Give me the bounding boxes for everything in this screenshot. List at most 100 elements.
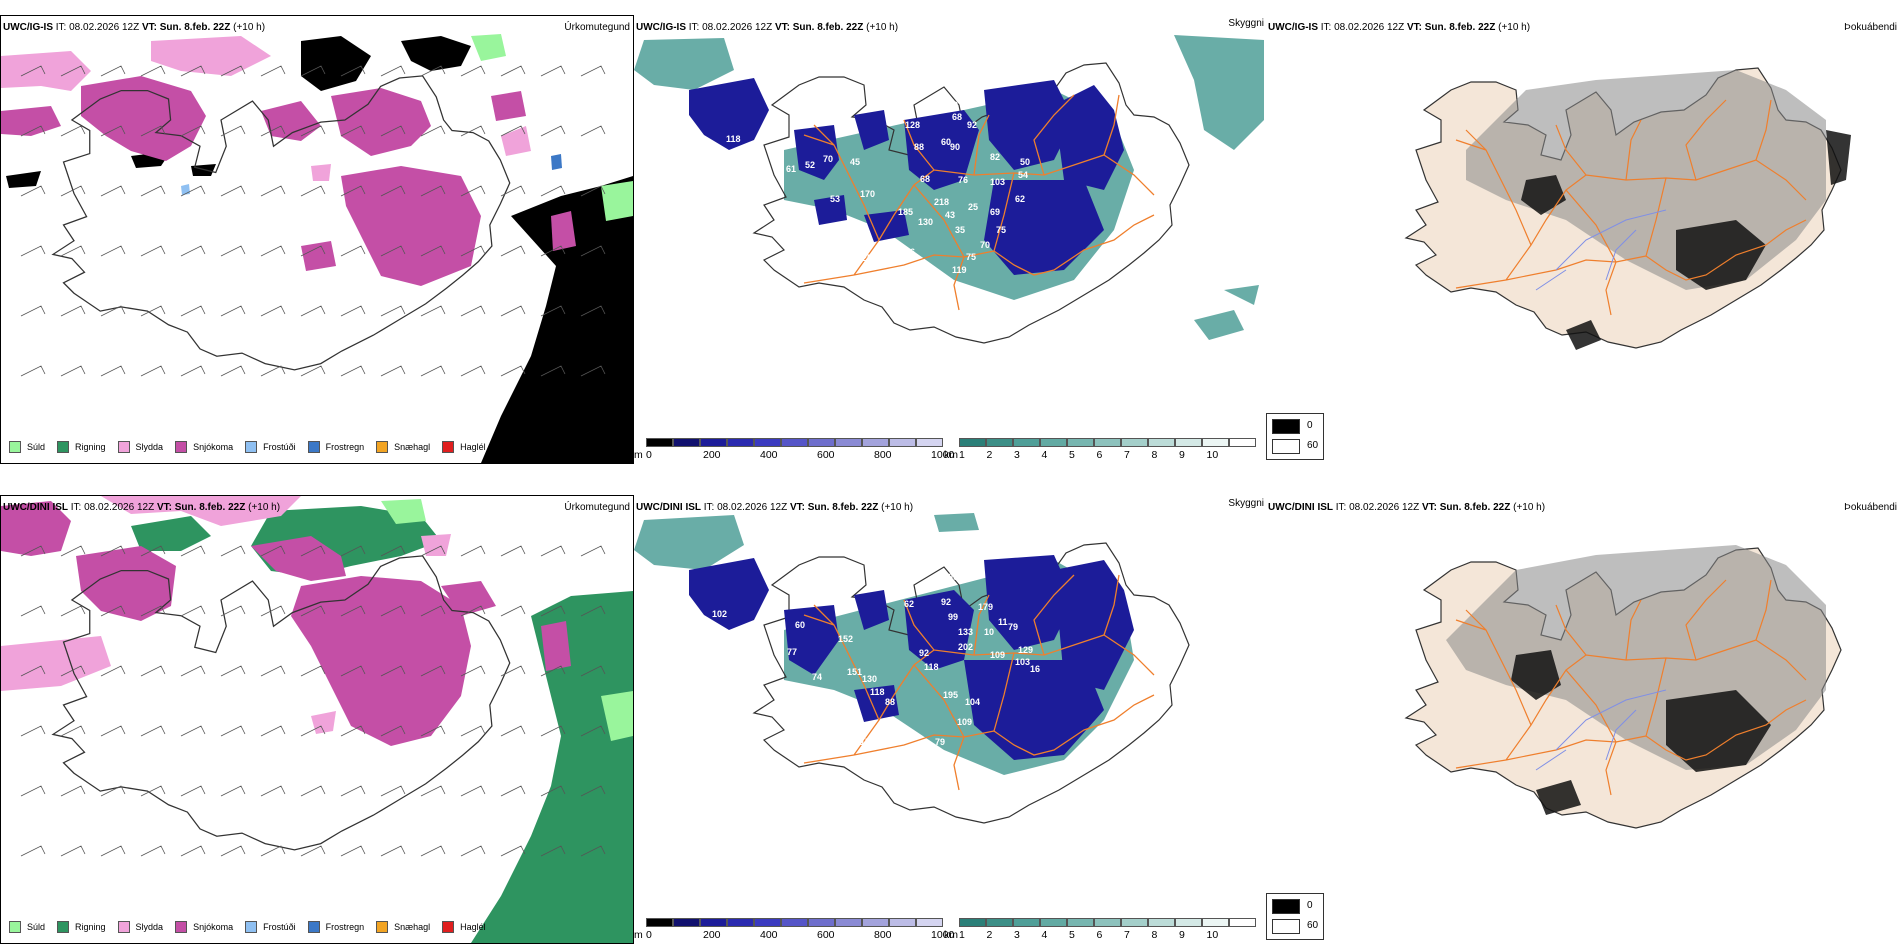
visibility-tick: 8 (1151, 449, 1158, 461)
ceiling-value-label: 89 (703, 172, 713, 182)
visibility-tick: 7 (1124, 929, 1130, 941)
legend-item: Frostúði (245, 921, 296, 933)
it-label: IT: (70, 502, 82, 513)
ceiling-value-label: 118 (924, 662, 939, 672)
visibility-segment (1175, 918, 1202, 927)
visibility-tick: 8 (1151, 929, 1158, 941)
ceiling-value-label: 92 (634, 157, 642, 167)
fog-legend: 0 60 (1266, 413, 1324, 460)
visibility-tick: 1 (959, 449, 965, 461)
visibility-header: UWC/IG-IS IT: 08.02.2026 12Z VT: Sun. 8.… (636, 22, 898, 34)
ceiling-value-label: 202 (958, 642, 973, 652)
ceiling-value-label: 60 (941, 137, 951, 147)
fog-legend-swatch (1272, 899, 1300, 914)
precip-legend: Súld Rigning Slydda Snjókoma Frostúði Frostre… (9, 921, 498, 933)
ceiling-value-label: 152 (838, 634, 853, 644)
ceiling-value-label: 70 (980, 240, 990, 250)
legend-label: Súld (27, 922, 46, 932)
legend-label: Frostúði (263, 922, 296, 932)
legend-label: Súld (27, 442, 46, 452)
ceiling-value-label: 133 (958, 627, 973, 637)
ceiling-value-label: 54 (1018, 170, 1028, 180)
visibility-colorbar: km 1 2 3 4 5 6 7 8 9 10 (944, 917, 1264, 947)
ceiling-value-label: 75 (736, 152, 746, 162)
model-name: UWC/IG-IS (1268, 22, 1318, 33)
ceiling-segment (916, 918, 943, 927)
precip-sleet-areas (1, 496, 451, 734)
ceiling-segment (781, 438, 808, 447)
ceiling-value-label: 151 (847, 667, 862, 677)
legend-item: Snjókoma (175, 921, 233, 933)
legend-label: Snjókoma (193, 922, 234, 932)
legend-label: Frostregn (325, 922, 365, 932)
visibility-segment (1121, 918, 1148, 927)
ceiling-tick: 1000 (931, 449, 955, 461)
ceiling-value-label: 79 (1008, 622, 1018, 632)
vt-label: VT: (789, 502, 805, 513)
visibility-tick: 9 (1179, 449, 1185, 461)
lead-time: (+10 h) (866, 22, 899, 33)
ceiling-value-label: 92 (941, 597, 951, 607)
ceiling-value-label: 167 (838, 242, 853, 252)
precip-snow-areas (1, 501, 571, 746)
valid-time: Sun. 8.feb. 22Z (792, 22, 864, 33)
ceiling-value-label: 62 (1015, 194, 1025, 204)
legend-item: Rigning (57, 921, 106, 933)
ceiling-tick: 200 (703, 449, 721, 461)
ceiling-tick: 0 (646, 449, 652, 461)
legend-item: Snjókoma (175, 441, 233, 453)
legend-item: Súld (9, 921, 45, 933)
ceiling-value-label: 75 (996, 225, 1006, 235)
rivers (1535, 689, 1667, 771)
legend-label: Snæhagl (394, 922, 431, 932)
ceiling-value-label: 166 (730, 690, 745, 700)
legend-item: Frostregn (307, 921, 365, 933)
ceiling-value-label: 77 (787, 647, 797, 657)
visibility-unit: km (944, 929, 958, 941)
ceiling-value-label: 60 (845, 122, 855, 132)
ceiling-segment (835, 918, 862, 927)
lead-time: (+10 h) (1498, 22, 1531, 33)
ceiling-tick: 1000 (931, 929, 955, 941)
fog-index-map (1266, 30, 1900, 440)
ceiling-segment (889, 438, 916, 447)
ceiling-value-label: 53 (830, 194, 840, 204)
visibility-segment (1148, 918, 1175, 927)
ceiling-value-label: 142 (768, 127, 783, 137)
fog-legend-swatch (1272, 419, 1300, 434)
ceiling-value-label: 68 (920, 174, 930, 184)
ceiling-tick: 600 (817, 449, 835, 461)
ceiling-segment (673, 438, 700, 447)
precip-snow-areas (1, 76, 576, 286)
visibility-tick: 3 (1014, 449, 1020, 461)
fog-field-name: Þokuábendi (1844, 502, 1897, 513)
legend-item: Súld (9, 441, 45, 453)
legend-swatch (307, 441, 320, 453)
fog-field-name: Þokuábendi (1844, 22, 1897, 33)
legend-item: Frostúði (245, 441, 296, 453)
ceiling-value-label: 185 (898, 207, 913, 217)
ceiling-value-label: 88 (914, 142, 924, 152)
visibility-panel-1: 2741247021614274324923241665535888911875… (634, 30, 1264, 440)
ceiling-segment (889, 918, 916, 927)
visibility-low-cloud-areas (689, 555, 1134, 760)
ceiling-value-label: 102 (636, 647, 651, 657)
ceiling-tick: 800 (874, 449, 892, 461)
it-label: IT: (688, 22, 700, 33)
visibility-unit: km (944, 449, 958, 461)
ceiling-value-label: 70 (823, 154, 833, 164)
ceiling-segment (862, 438, 889, 447)
ceiling-value-label: 179 (978, 602, 993, 612)
fog-legend-label: 60 (1307, 440, 1319, 451)
fog-index-panel-1 (1266, 30, 1900, 440)
ceiling-value-label: 104 (965, 697, 980, 707)
ceiling-segment (700, 918, 727, 927)
legend-swatch (175, 921, 188, 933)
precip-header: UWC/DINI ISL IT: 08.02.2026 12Z VT: Sun.… (3, 502, 280, 514)
ceiling-value-label: 74 (898, 732, 908, 742)
ceiling-value-label: 16 (1030, 664, 1040, 674)
ceiling-value-label: 64 (778, 229, 788, 239)
visibility-header: UWC/DINI ISL IT: 08.02.2026 12Z VT: Sun.… (636, 502, 913, 514)
visibility-segment (1067, 918, 1094, 927)
valid-time: Sun. 8.feb. 22Z (159, 22, 231, 33)
